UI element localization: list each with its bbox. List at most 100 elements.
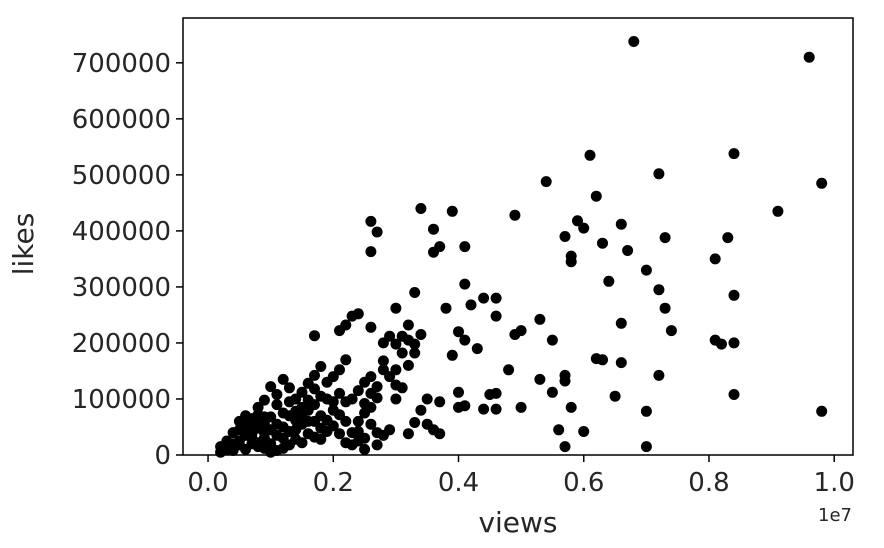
data-point	[559, 231, 571, 242]
data-point	[446, 205, 458, 217]
data-point	[559, 375, 571, 387]
data-point	[772, 205, 784, 217]
y-tick-label: 400000	[72, 217, 171, 247]
plot-frame	[182, 17, 854, 456]
data-point	[540, 176, 552, 188]
y-tick-label: 500000	[72, 161, 171, 191]
data-point	[258, 432, 270, 444]
y-tick-label: 200000	[72, 329, 171, 359]
data-point	[653, 284, 665, 296]
data-point	[640, 264, 652, 276]
y-axis: 0 100000 200000 300000 400000 500000 600000 700…	[72, 49, 183, 471]
data-point	[258, 394, 270, 406]
data-point	[377, 355, 389, 367]
data-point	[327, 396, 339, 408]
data-point	[722, 232, 734, 244]
data-point	[227, 427, 239, 439]
data-point	[421, 393, 433, 405]
data-point	[615, 317, 627, 329]
data-point	[415, 329, 427, 340]
data-point	[484, 389, 496, 400]
y-tick-label: 100000	[72, 385, 171, 415]
data-point	[315, 390, 327, 402]
y-axis-label: likes	[7, 213, 40, 276]
data-point	[346, 439, 358, 451]
data-point	[402, 359, 414, 371]
data-point	[478, 292, 490, 304]
data-point	[728, 337, 740, 349]
data-point	[309, 369, 320, 381]
x-tick-label: 0.6	[563, 468, 604, 498]
data-point	[384, 371, 396, 383]
data-point	[615, 218, 627, 230]
data-point	[359, 407, 371, 419]
data-point	[546, 334, 558, 346]
data-point	[659, 302, 671, 314]
data-point	[728, 148, 740, 160]
data-point	[384, 424, 396, 436]
data-point	[334, 428, 345, 440]
y-tick-label: 0	[154, 441, 171, 471]
data-point	[597, 354, 608, 366]
x-tick-label: 0.0	[187, 468, 228, 498]
data-point	[277, 373, 289, 385]
data-point	[302, 394, 314, 406]
data-point	[402, 334, 414, 346]
data-point	[271, 429, 283, 441]
data-point	[615, 357, 627, 369]
data-point	[283, 426, 295, 437]
data-point	[459, 400, 471, 412]
data-point	[503, 364, 515, 376]
data-point	[271, 399, 283, 411]
data-point	[315, 361, 327, 372]
y-tick-label: 700000	[72, 49, 171, 79]
y-tick-label: 300000	[72, 273, 171, 303]
data-point	[816, 405, 828, 417]
data-point	[371, 226, 383, 238]
data-point	[653, 369, 665, 381]
data-point	[515, 401, 527, 413]
data-point	[334, 325, 345, 337]
data-point	[665, 325, 677, 337]
data-point	[359, 376, 371, 388]
data-point	[440, 302, 452, 314]
data-point	[490, 292, 502, 304]
data-point	[546, 386, 558, 398]
data-point	[659, 232, 671, 244]
data-point	[365, 387, 377, 399]
data-point	[578, 426, 590, 437]
data-point	[459, 334, 471, 346]
data-point	[415, 203, 427, 214]
data-point	[390, 379, 402, 391]
data-point	[283, 396, 295, 408]
x-axis-label: views	[478, 506, 557, 539]
data-point	[597, 237, 608, 249]
data-point	[302, 428, 314, 440]
data-point	[509, 209, 521, 221]
y-tick-label: 600000	[72, 105, 171, 135]
x-tick-label: 1.0	[814, 468, 855, 498]
data-point	[459, 278, 471, 290]
data-point	[534, 313, 546, 325]
data-point	[277, 407, 289, 419]
data-point	[565, 401, 577, 413]
x-axis: 0.0 0.2 0.4 0.6 0.8 1.0	[187, 455, 855, 498]
data-point	[402, 319, 414, 331]
x-tick-label: 0.4	[438, 468, 479, 498]
data-point	[728, 389, 740, 400]
data-point	[490, 403, 502, 415]
data-point	[803, 51, 815, 63]
data-point	[459, 241, 471, 253]
data-point	[428, 223, 439, 235]
data-point	[365, 321, 377, 333]
data-point	[359, 443, 371, 455]
data-point	[622, 245, 634, 256]
data-point	[609, 390, 621, 402]
data-point	[584, 149, 596, 161]
data-point	[271, 389, 283, 400]
data-point	[653, 168, 665, 180]
data-point	[215, 446, 227, 458]
data-point	[716, 338, 727, 350]
data-point	[640, 441, 652, 453]
data-point	[434, 428, 446, 440]
